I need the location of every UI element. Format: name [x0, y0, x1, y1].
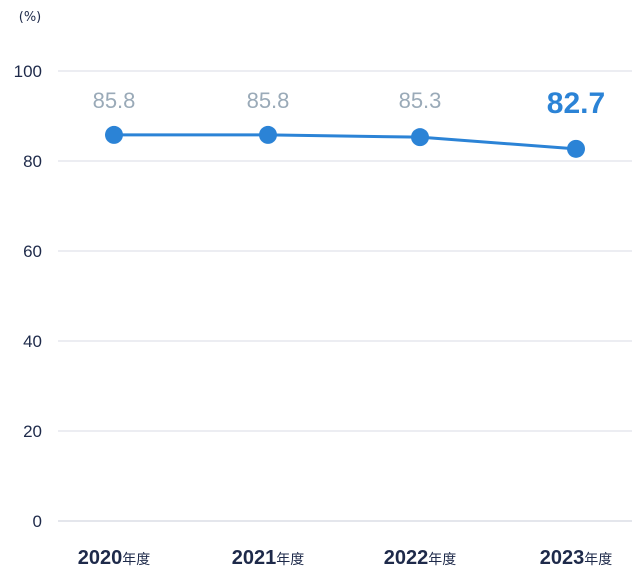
data-labels: 85.8 85.8 85.3 82.7	[93, 87, 606, 120]
data-point-2020	[105, 125, 123, 144]
x-tick-year: 2023	[540, 547, 585, 569]
data-point-2023	[567, 139, 585, 158]
x-tick-year: 2021	[232, 547, 277, 569]
y-tick-label: 0	[33, 512, 42, 531]
y-tick-labels: 0 20 40 60 80 100	[14, 62, 42, 531]
grid-layer	[58, 70, 632, 522]
x-tick-label: 2023年度	[540, 547, 613, 569]
y-tick-label: 40	[23, 332, 42, 351]
x-tick-suffix: 年度	[584, 552, 612, 568]
data-label: 85.3	[399, 88, 442, 113]
data-label: 85.8	[247, 88, 290, 113]
x-tick-label: 2022年度	[384, 547, 457, 569]
x-tick-year: 2022	[384, 547, 429, 569]
y-tick-label: 100	[14, 62, 42, 81]
x-tick-suffix: 年度	[428, 552, 456, 568]
data-point-2022	[411, 128, 429, 147]
x-tick-labels: 2020年度 2021年度 2022年度 2023年度	[78, 547, 613, 569]
x-tick-suffix: 年度	[122, 552, 150, 568]
y-tick-label: 20	[23, 422, 42, 441]
series-layer	[105, 125, 585, 158]
series-line	[114, 133, 577, 151]
y-tick-label: 60	[23, 242, 42, 261]
y-tick-label: 80	[23, 152, 42, 171]
data-label: 85.8	[93, 88, 136, 113]
x-tick-label: 2020年度	[78, 547, 151, 569]
x-tick-suffix: 年度	[276, 552, 304, 568]
y-unit-label: (%)	[19, 10, 42, 25]
x-tick-year: 2020	[78, 547, 123, 569]
data-label: 82.7	[547, 87, 605, 120]
data-point-2021	[259, 125, 277, 144]
x-tick-label: 2021年度	[232, 547, 305, 569]
